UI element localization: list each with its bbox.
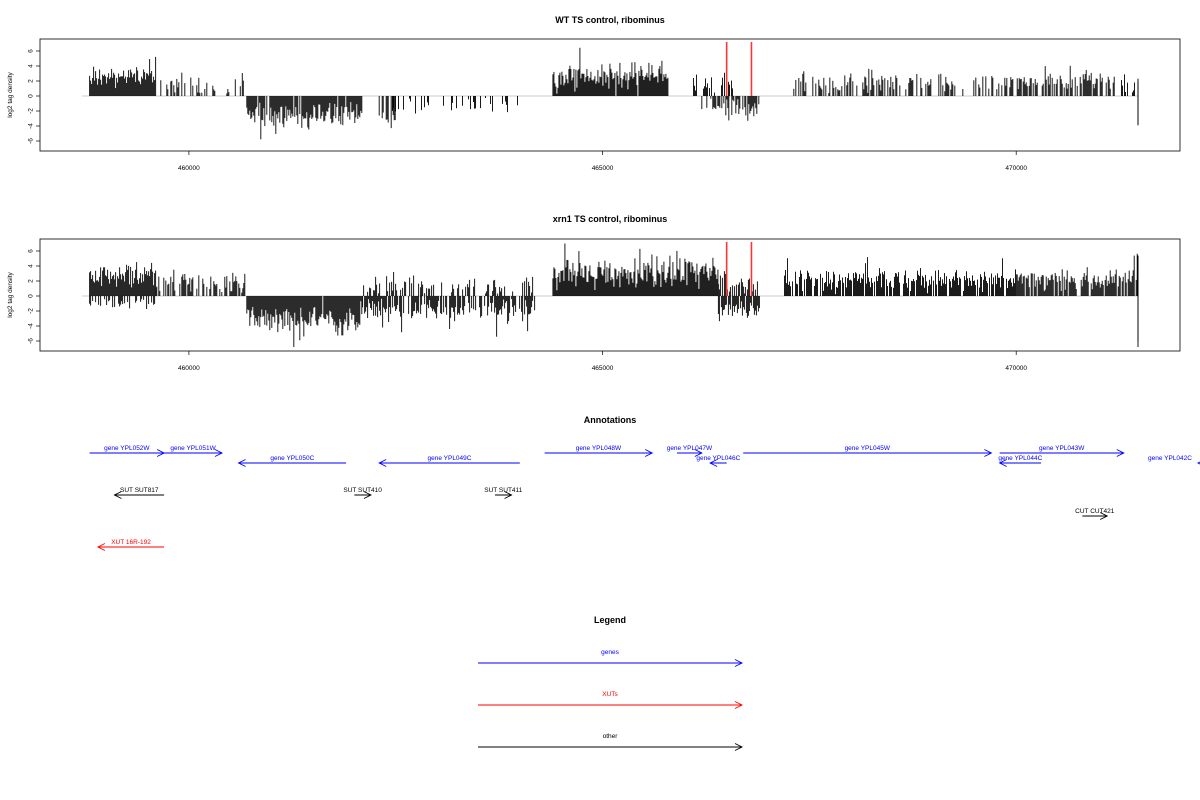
panel-title: WT TS control, ribominus (555, 15, 665, 25)
arrowhead (998, 459, 1007, 467)
y-tick-label: 2 (28, 279, 35, 283)
panel-xrn1: xrn1 TS control, ribominus log2 tag dens… (7, 214, 1181, 372)
feature-label: XUT 16R-192 (111, 539, 151, 546)
x-ticks: 460000 465000 470000 (178, 151, 1027, 172)
feature-label: gene YPL049C (428, 455, 472, 462)
legend-entry: XUTs (478, 691, 744, 709)
feature-label: gene YPL045W (845, 445, 891, 452)
legend-entry: other (478, 733, 744, 751)
y-ticks: -6 -4 -2 0 2 4 6 (28, 249, 40, 344)
density-bars (89, 47, 1139, 140)
legend-label: XUTs (602, 691, 618, 698)
y-tick-label: 0 (28, 94, 35, 98)
y-axis-label: log2 tag density (7, 271, 14, 317)
feature-label: gene YPL044C (998, 455, 1042, 462)
feature-label: gene YPL051W (170, 445, 216, 452)
y-ticks: -6 -4 -2 0 2 4 6 (28, 49, 40, 144)
x-tick-label: 460000 (178, 165, 200, 172)
annotation-feature: gene YPL049C (378, 455, 520, 467)
annotation-feature: gene YPL051W (164, 445, 224, 457)
feature-label: gene YPL042C (1148, 455, 1192, 462)
annotation-feature: CUT CUT421 (1075, 508, 1115, 520)
y-tick-label: 6 (28, 249, 35, 253)
legend-arrowhead (734, 743, 744, 751)
arrowhead (1099, 512, 1109, 520)
legend-label: other (603, 733, 619, 740)
annotation-feature: gene YPL052W (89, 445, 166, 457)
arrowhead (709, 459, 718, 467)
arrowhead (1196, 461, 1200, 465)
legend: Legend genes XUTs other (478, 615, 744, 751)
feature-label: SUT SUT410 (343, 487, 382, 494)
y-tick-label: 6 (28, 49, 35, 53)
annotation-feature: gene YPL047W (667, 445, 713, 457)
feature-label: gene YPL047W (667, 445, 713, 452)
annotation-feature: XUT 16R-192 (96, 539, 165, 551)
feature-label: gene YPL050C (270, 455, 314, 462)
y-axis-label: log2 tag density (7, 71, 14, 117)
annotation-feature: gene YPL044C (998, 455, 1043, 467)
legend-title: Legend (594, 615, 626, 625)
legend-entry: genes (478, 649, 744, 667)
arrowhead (363, 491, 372, 499)
annotation-feature: gene YPL048W (544, 445, 654, 457)
plot-box (39, 38, 1181, 152)
panel-title: xrn1 TS control, ribominus (553, 214, 668, 224)
density-bars (89, 243, 1139, 347)
y-tick-label: -4 (28, 323, 35, 329)
x-tick-label: 465000 (592, 365, 614, 372)
feature-label: CUT CUT421 (1075, 508, 1115, 515)
y-tick-label: -2 (28, 308, 35, 314)
x-tick-label: 470000 (1005, 365, 1027, 372)
y-tick-label: -6 (28, 138, 35, 144)
arrowhead (96, 543, 106, 551)
annotation-feature: SUT SUT410 (343, 487, 382, 499)
red-markers (725, 242, 753, 296)
y-tick-label: -4 (28, 123, 35, 129)
annotation-feature: gene YPL046C (696, 455, 741, 467)
feature-label: SUT SUT411 (484, 487, 522, 494)
annotation-feature: gene YPL043W (999, 445, 1125, 457)
red-markers (725, 42, 753, 96)
arrowhead (1116, 449, 1125, 457)
arrowhead (984, 449, 993, 457)
legend-label: genes (601, 649, 619, 656)
annotations-title: Annotations (584, 415, 637, 425)
arrowhead (644, 449, 654, 457)
annotations-track: Annotations gene YPL052W gene YPL051Wgene… (89, 415, 1200, 551)
annotation-feature: gene YPL050C (237, 455, 347, 467)
panel-wt: WT TS control, ribominus log2 tag densit… (7, 15, 1181, 172)
plot-box (39, 238, 1181, 352)
x-tick-label: 465000 (592, 165, 614, 172)
annotation-feature: SUT SUT817 (113, 487, 165, 499)
arrowhead (113, 491, 122, 499)
arrowhead (237, 459, 246, 467)
x-ticks: 460000 465000 470000 (178, 351, 1027, 372)
legend-entries: genes XUTs other (478, 649, 744, 751)
feature-label: gene YPL043W (1039, 445, 1085, 452)
arrowhead (504, 491, 513, 499)
y-tick-label: 4 (28, 64, 35, 68)
legend-arrowhead (734, 659, 744, 667)
feature-label: gene YPL048W (576, 445, 622, 452)
arrowhead (694, 449, 703, 457)
y-tick-label: -6 (28, 338, 35, 344)
x-tick-label: 460000 (178, 365, 200, 372)
x-tick-label: 470000 (1005, 165, 1027, 172)
feature-label: SUT SUT817 (120, 487, 159, 494)
feature-label: gene YPL046C (696, 455, 740, 462)
arrowhead (214, 449, 224, 457)
annotation-feature: gene YPL045W (743, 445, 993, 457)
feature-label: gene YPL052W (104, 445, 150, 452)
annotation-feature: gene YPL042C (1148, 455, 1200, 465)
legend-arrowhead (734, 701, 744, 709)
arrowhead (378, 459, 387, 467)
y-tick-label: 2 (28, 79, 35, 83)
y-tick-label: 4 (28, 264, 35, 268)
y-tick-label: -2 (28, 108, 35, 114)
annotation-feature: SUT SUT411 (484, 487, 523, 499)
y-tick-label: 0 (28, 294, 35, 298)
annotation-features: gene YPL052W gene YPL051W gene YPL050C gene… (89, 445, 1200, 551)
